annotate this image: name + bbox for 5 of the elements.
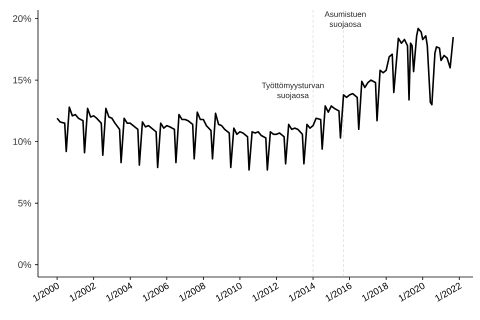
y-tick-label: 15%	[13, 76, 32, 84]
y-tick-label: 5%	[18, 200, 32, 207]
y-tick-label: 20%	[13, 15, 32, 22]
y-tick-label: 0%	[18, 261, 32, 268]
y-tick-label: 10%	[13, 138, 32, 146]
